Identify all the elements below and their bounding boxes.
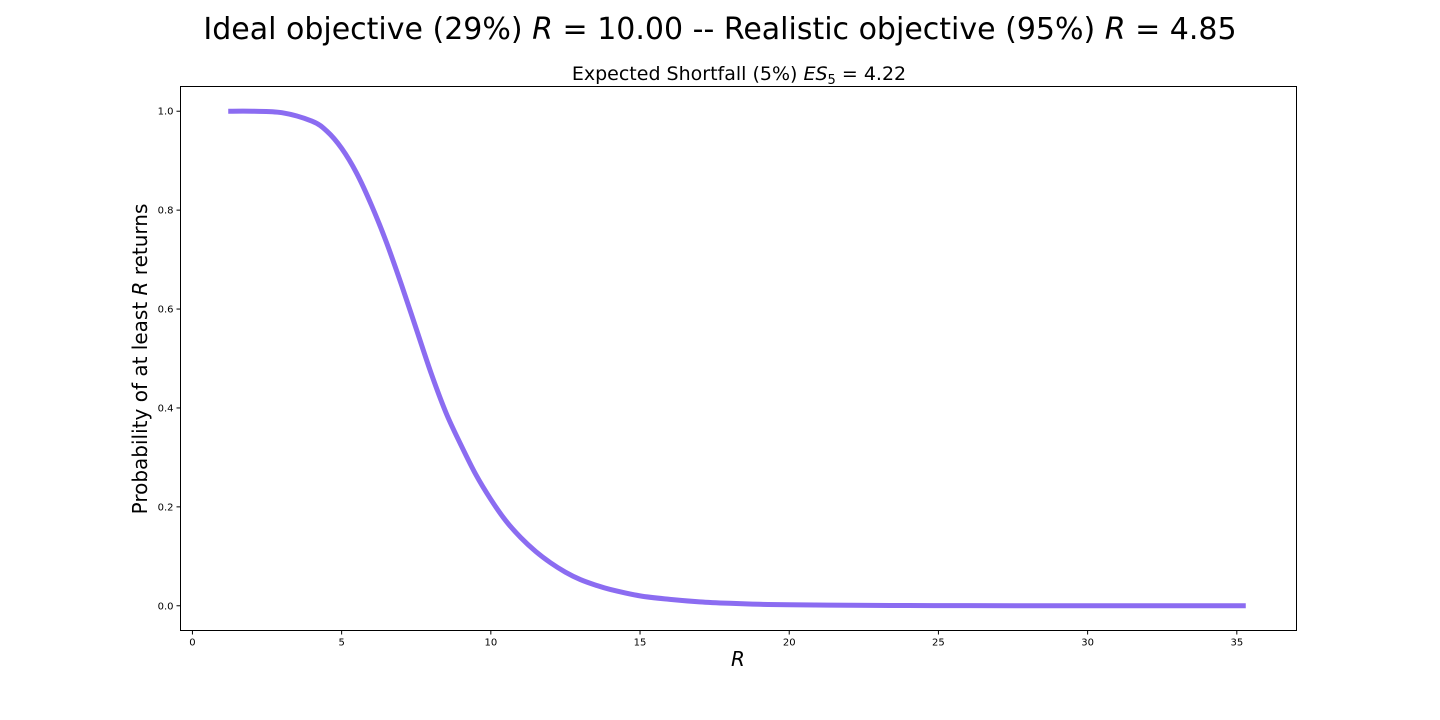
axes-title-sub: 5: [828, 73, 836, 88]
y-tick-label: 0.6: [158, 305, 174, 316]
x-tick-label: 20: [783, 638, 796, 649]
x-tick-label: 30: [1081, 638, 1094, 649]
y-tick-label: 1.0: [158, 107, 174, 118]
y-tick-label: 0.8: [158, 206, 174, 217]
x-tick-label: 15: [634, 638, 647, 649]
plot-frame: [181, 87, 1297, 631]
axes-title-var: ES: [803, 63, 827, 85]
x-axis-label: R: [731, 647, 745, 671]
y-axis-label-suffix: returns: [128, 204, 152, 282]
axes-title: Expected Shortfall (5%) ES5 = 4.22: [572, 63, 906, 88]
figure-title-eq2: = 4.85: [1126, 12, 1237, 47]
x-tick-label: 25: [932, 638, 945, 649]
x-tick-label: 5: [338, 638, 344, 649]
axes-title-prefix: Expected Shortfall (5%): [572, 63, 804, 85]
y-tick-label: 0.4: [158, 403, 174, 414]
figure-title-var1: R: [532, 12, 553, 47]
series-group: [228, 111, 1246, 606]
y-axis-label: Probability of at least R returns: [128, 204, 152, 515]
x-ticks: 0 5 10 15 20 25 30 35: [189, 631, 1243, 649]
figure-title-var2: R: [1105, 12, 1126, 47]
y-axis-label-var: R: [128, 282, 152, 296]
x-tick-label: 35: [1230, 638, 1243, 649]
series-line: [228, 111, 1246, 606]
y-tick-label: 0.0: [158, 601, 174, 612]
figure-title-eq1: = 10.00 -- Realistic objective (95%): [553, 12, 1105, 47]
y-ticks: 0.0 0.2 0.4 0.6 0.8 1.0: [158, 107, 181, 613]
y-tick-label: 0.2: [158, 502, 174, 513]
y-axis-label-prefix: Probability of at least: [128, 295, 152, 514]
x-tick-label: 0: [189, 638, 195, 649]
x-tick-label: 10: [484, 638, 497, 649]
axes-title-suffix: = 4.22: [836, 63, 906, 85]
figure-title: Ideal objective (29%) R = 10.00 -- Reali…: [203, 12, 1236, 47]
figure-title-prefix: Ideal objective (29%): [203, 12, 532, 47]
